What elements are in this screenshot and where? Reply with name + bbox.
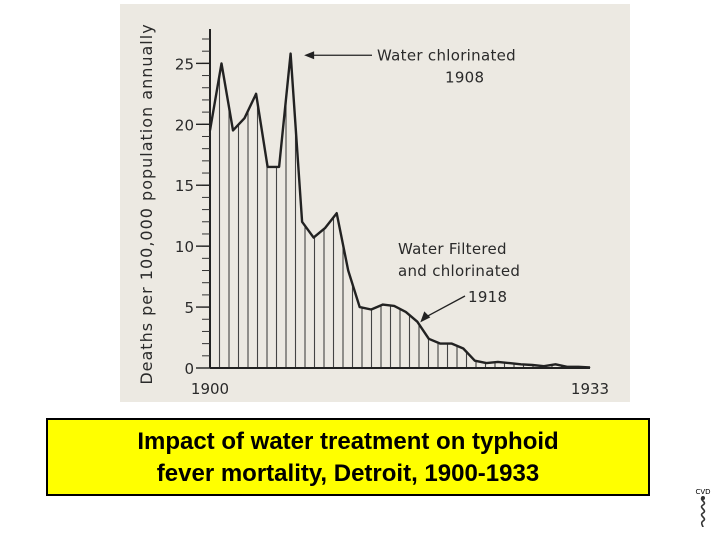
annotation-1908-line2: 1908 — [445, 68, 484, 86]
y-tick-label: 20 — [175, 116, 194, 134]
annotation-1908-line1: Water chlorinated — [377, 46, 516, 64]
caption-box: Impact of water treatment on typhoid fev… — [46, 418, 650, 496]
y-tick-label: 0 — [184, 360, 194, 378]
annotation-1918-line2: and chlorinated — [398, 262, 520, 280]
y-axis — [202, 29, 590, 369]
annotation-1918-line3: 1918 — [468, 288, 507, 306]
caption-line-2: fever mortality, Detroit, 1900-1933 — [156, 460, 540, 487]
y-tick-label: 10 — [175, 238, 194, 256]
arrowhead-1918 — [420, 311, 431, 323]
bar-hatching — [209, 75, 591, 368]
x-tick-label: 1900 — [191, 380, 229, 398]
y-tick-label: 25 — [175, 55, 194, 73]
x-tick-label: 1933 — [571, 380, 609, 398]
caption-line-1: Impact of water treatment on typhoid — [137, 428, 559, 455]
arrowhead-1908 — [304, 51, 315, 60]
annotation-1918-line1: Water Filtered — [398, 240, 507, 258]
typhoid-chart: 0 5 10 15 20 25 1900 1933 Deaths per 100,000 p… — [137, 23, 609, 398]
mortality-curve — [208, 52, 591, 369]
chart-photo: 0 5 10 15 20 25 1900 1933 Deaths per 100,000 p… — [120, 4, 630, 402]
annotations: Water chlorinated 1908 Water Filtered and c… — [304, 46, 520, 323]
cvd-logo: CVD — [690, 486, 716, 528]
y-axis-ticks: 0 5 10 15 20 25 — [175, 55, 210, 378]
x-axis-ticks: 1900 1933 — [191, 380, 609, 398]
y-axis-label: Deaths per 100,000 population annually — [137, 23, 156, 384]
y-tick-label: 15 — [175, 177, 194, 195]
logo-label: CVD — [695, 488, 710, 496]
y-tick-label: 5 — [184, 299, 194, 317]
annotation-arrow-1918 — [424, 295, 466, 318]
